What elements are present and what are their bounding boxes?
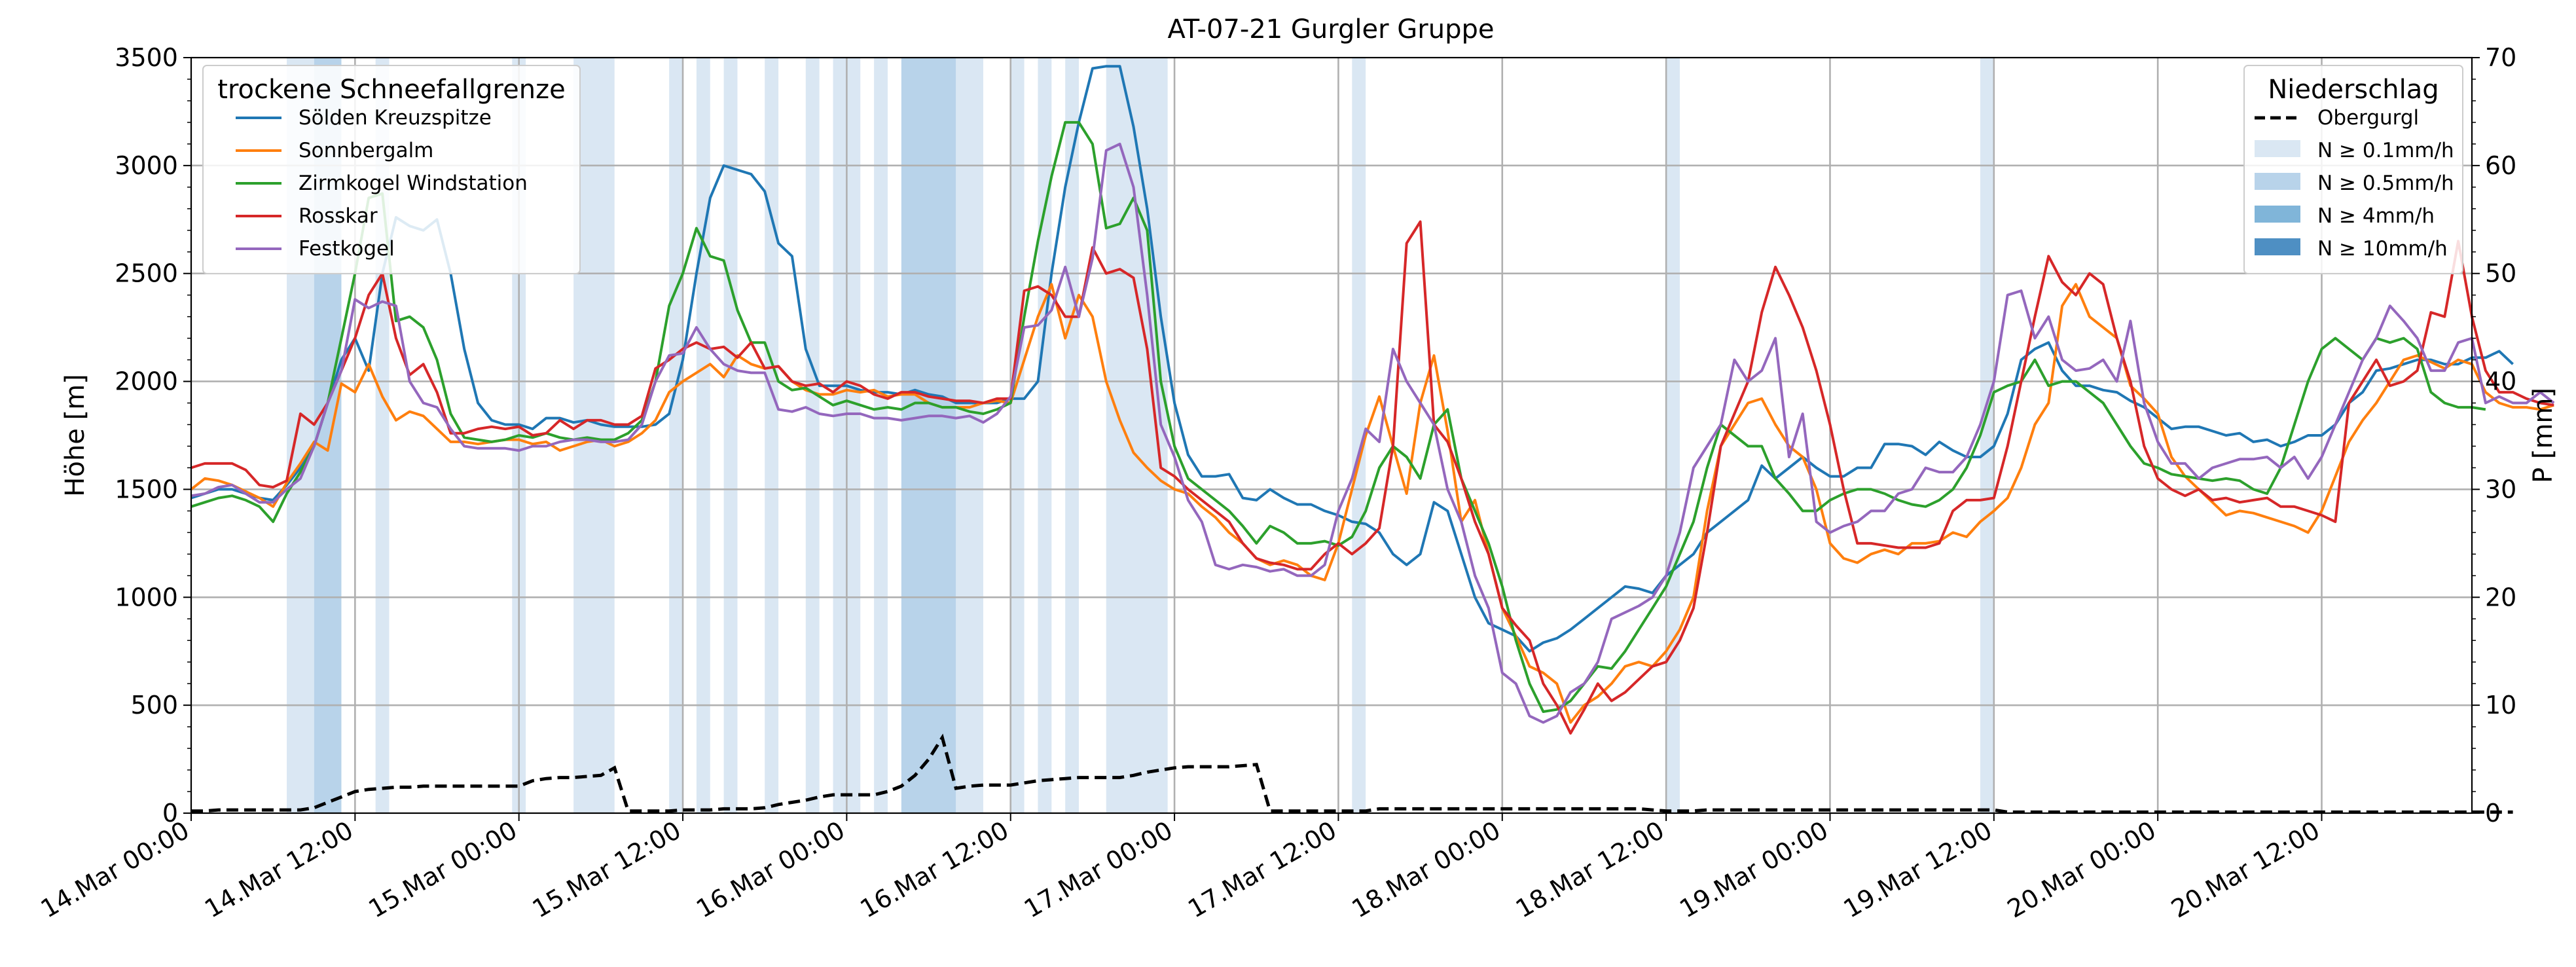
legend-left-label: Zirmkogel Windstation bbox=[299, 172, 528, 195]
precip-shading-band bbox=[1352, 58, 1366, 813]
y-tick-label: 3000 bbox=[115, 151, 178, 180]
series-line-sonnbergalm bbox=[190, 283, 2554, 724]
x-tick-label: 17.Mar 00:00 bbox=[1019, 816, 1178, 924]
legend-left-label: Rosskar bbox=[299, 204, 378, 228]
y-right-tick-label: 50 bbox=[2485, 259, 2516, 288]
precip-layer bbox=[191, 733, 2513, 814]
legend-right-label: N ≥ 4mm/h bbox=[2317, 204, 2435, 228]
x-tick-label: 18.Mar 00:00 bbox=[1347, 816, 1506, 924]
x-tick-label: 15.Mar 00:00 bbox=[363, 816, 522, 924]
legend-left: trockene Schneefallgrenze Sölden Kreuzsp… bbox=[202, 65, 581, 274]
legend-right-label: Obergurgl bbox=[2317, 106, 2419, 130]
series-line-s-lden-kreuzspitze bbox=[190, 65, 2514, 653]
legend-right-swatch bbox=[2255, 173, 2300, 190]
x-tick-label: 20.Mar 12:00 bbox=[2166, 816, 2325, 924]
legend-left-title: trockene Schneefallgrenze bbox=[217, 75, 565, 105]
x-tick-label: 19.Mar 00:00 bbox=[1675, 816, 1833, 924]
x-tick-label: 14.Mar 00:00 bbox=[36, 816, 194, 924]
legend-right-label: N ≥ 0.5mm/h bbox=[2317, 172, 2454, 195]
precip-shading-band bbox=[1038, 58, 1052, 813]
legend-right-label: N ≥ 10mm/h bbox=[2317, 237, 2448, 261]
y-tick-label: 2000 bbox=[115, 367, 178, 396]
series-line-festkogel bbox=[190, 142, 2555, 724]
precip-shading-band bbox=[956, 58, 984, 813]
y-right-tick-label: 30 bbox=[2485, 475, 2516, 503]
legend-left-label: Festkogel bbox=[299, 237, 395, 261]
legend-right-swatch bbox=[2255, 238, 2300, 255]
legend-right-swatch bbox=[2255, 140, 2300, 157]
precip-shading-band bbox=[1010, 58, 1025, 813]
legend-right-title: Niederschlag bbox=[2268, 75, 2439, 105]
y-axis-label: Höhe [m] bbox=[60, 374, 90, 496]
y-right-tick-label: 40 bbox=[2485, 367, 2516, 396]
y-axis-label-right: P [mm] bbox=[2528, 388, 2558, 483]
y-tick-label: 3500 bbox=[115, 43, 178, 72]
precip-shading-band bbox=[669, 58, 683, 813]
y-right-tick-label: 20 bbox=[2485, 583, 2516, 611]
y-tick-label: 500 bbox=[130, 691, 178, 720]
legend-right-swatch bbox=[2255, 206, 2300, 223]
x-tick-label: 15.Mar 12:00 bbox=[528, 816, 686, 924]
precip-shading-band bbox=[765, 58, 779, 813]
y-tick-label: 1000 bbox=[115, 583, 178, 611]
precip-shading-band bbox=[1666, 58, 1680, 813]
x-tick-label: 14.Mar 12:00 bbox=[200, 816, 358, 924]
precip-line-obergurgl bbox=[191, 733, 2513, 814]
x-tick-label: 17.Mar 12:00 bbox=[1183, 816, 1341, 924]
y-right-tick-label: 10 bbox=[2485, 691, 2516, 720]
precip-shading-band bbox=[874, 58, 888, 813]
y-tick-label: 1500 bbox=[115, 475, 178, 503]
y-tick-label: 0 bbox=[162, 799, 178, 828]
precip-shading-band bbox=[723, 58, 738, 813]
plot-frame bbox=[190, 56, 2473, 814]
precip-shading-band bbox=[1106, 58, 1168, 813]
legend-left-label: Sonnbergalm bbox=[299, 139, 433, 162]
y-right-tick-label: 0 bbox=[2485, 799, 2501, 828]
precip-shading-band bbox=[805, 58, 820, 813]
y-right-tick-label: 60 bbox=[2485, 151, 2516, 180]
x-tick-label: 16.Mar 00:00 bbox=[691, 816, 850, 924]
y-tick-label: 2500 bbox=[115, 259, 178, 288]
precip-shading-band bbox=[1980, 58, 1994, 813]
x-tick-label: 16.Mar 12:00 bbox=[856, 816, 1014, 924]
precip-shading-band bbox=[1065, 58, 1079, 813]
legend-left-label: Sölden Kreuzspitze bbox=[299, 106, 492, 130]
x-tick-label: 18.Mar 12:00 bbox=[1511, 816, 1669, 924]
x-tick-label: 19.Mar 12:00 bbox=[1839, 816, 1997, 924]
precip-shading-band bbox=[901, 58, 956, 813]
legend-right: Niederschlag Obergurgl N ≥ 0.1mm/h N ≥ 0.5… bbox=[2243, 65, 2463, 274]
chart-title: AT-07-21 Gurgler Gruppe bbox=[1168, 14, 1495, 45]
legend-left-box bbox=[202, 65, 581, 274]
series-layer bbox=[190, 65, 2555, 735]
y-right-tick-label: 70 bbox=[2485, 43, 2516, 72]
series-line-rosskar bbox=[190, 220, 2554, 735]
x-tick-label: 20.Mar 00:00 bbox=[2003, 816, 2161, 924]
legend-right-label: N ≥ 0.1mm/h bbox=[2317, 139, 2454, 162]
precip-shading-band bbox=[696, 58, 710, 813]
